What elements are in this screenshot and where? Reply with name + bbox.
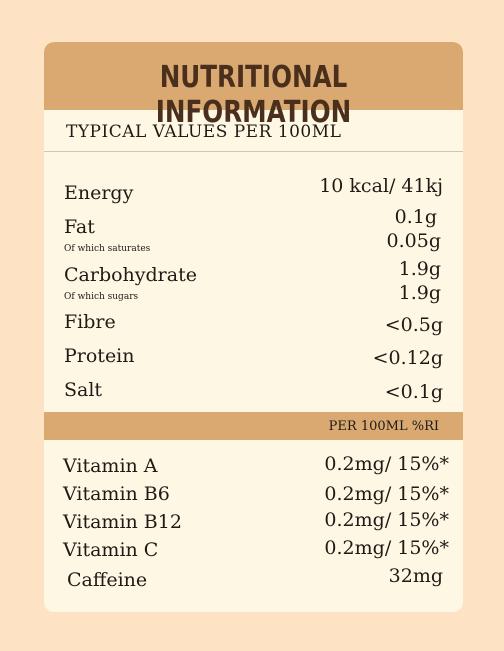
vitamin-value-b12: 0.2mg/ 15%* (324, 509, 449, 531)
nutrient-label-fibre: Fibre (64, 311, 116, 333)
vitamin-label-c: Vitamin C (63, 539, 159, 561)
nutrient-value-fat: 0.1g (394, 206, 437, 228)
header-band: NUTRITIONAL INFORMATION (44, 42, 463, 130)
page-title: NUTRITIONAL INFORMATION (155, 60, 352, 130)
ri-band-label: PER 100ML %RI (328, 419, 439, 434)
nutrient-label-saturates: Of which saturates (64, 244, 151, 254)
nutrient-value-protein: <0.12g (372, 347, 443, 369)
typical-values-heading: TYPICAL VALUES PER 100ML (66, 122, 342, 142)
caffeine-label: Caffeine (67, 569, 148, 591)
nutrient-value-fibre: <0.5g (384, 314, 443, 336)
vitamin-label-b6: Vitamin B6 (63, 483, 170, 505)
vitamin-value-c: 0.2mg/ 15%* (324, 537, 449, 559)
nutrient-label-carbohydrate: Carbohydrate (64, 264, 197, 286)
nutrition-label-card: NUTRITIONAL INFORMATION TYPICAL VALUES P… (44, 42, 463, 612)
vitamin-label-b12: Vitamin B12 (63, 511, 182, 533)
ri-band: PER 100ML %RI (44, 412, 463, 440)
nutrient-value-sugars: 1.9g (398, 282, 441, 304)
nutrient-label-fat: Fat (64, 216, 95, 238)
nutrient-label-sugars: Of which sugars (64, 292, 139, 302)
nutrient-label-protein: Protein (64, 345, 135, 367)
nutrient-value-saturates: 0.05g (386, 230, 441, 252)
caffeine-value: 32mg (388, 565, 443, 587)
nutrient-label-energy: Energy (64, 182, 134, 204)
nutrient-value-energy: 10 kcal/ 41kj (319, 175, 443, 197)
nutrient-value-salt: <0.1g (384, 381, 443, 403)
nutrient-value-carbohydrate: 1.9g (398, 258, 441, 280)
vitamin-value-a: 0.2mg/ 15%* (324, 453, 449, 475)
vitamin-value-b6: 0.2mg/ 15%* (324, 483, 449, 505)
nutrient-label-salt: Salt (64, 379, 103, 401)
divider (44, 151, 463, 152)
vitamin-label-a: Vitamin A (63, 455, 158, 477)
